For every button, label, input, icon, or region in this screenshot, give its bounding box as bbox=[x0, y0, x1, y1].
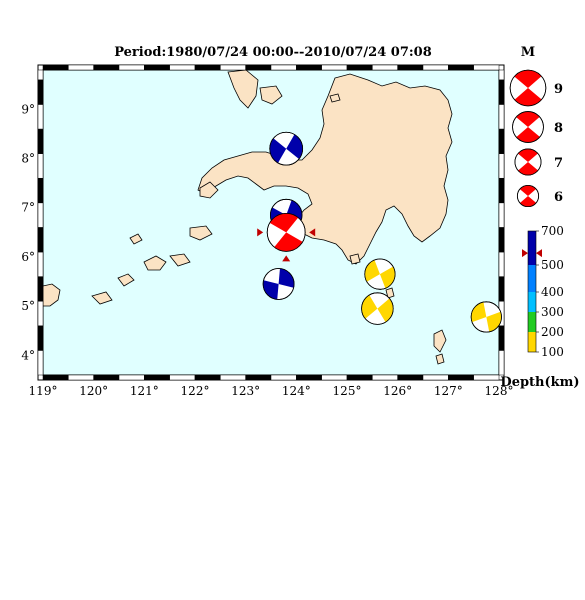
magnitude-legend-symbol bbox=[514, 148, 542, 176]
magnitude-legend-value: 6 bbox=[554, 190, 563, 205]
latitude-tick: 5° bbox=[21, 299, 35, 313]
mainshock-right-marker bbox=[309, 228, 316, 237]
magnitude-legend-label: M bbox=[521, 45, 535, 60]
negros-island bbox=[227, 69, 259, 109]
latitude-tick: 9° bbox=[21, 102, 35, 116]
mainshock-bottom-marker bbox=[282, 255, 291, 262]
focal-mechanism bbox=[364, 258, 396, 290]
focal-mechanism bbox=[361, 292, 394, 325]
longitude-tick: 127° bbox=[434, 384, 463, 398]
longitude-tick: 120° bbox=[79, 384, 108, 398]
sangihe-island bbox=[385, 287, 395, 299]
focal-mechanism bbox=[269, 131, 304, 166]
depth-legend-tick: 100 bbox=[541, 345, 564, 359]
latitude-tick-labels: 4° 5° 6° 7° 8° 9° bbox=[21, 102, 35, 362]
land bbox=[42, 69, 453, 365]
latitude-tick: 8° bbox=[21, 152, 35, 166]
depth-legend-band bbox=[528, 231, 536, 265]
longitude-tick: 124° bbox=[282, 384, 311, 398]
sulu-island-5 bbox=[129, 233, 143, 245]
focal-mechanism bbox=[470, 301, 502, 333]
sulu-island-4 bbox=[91, 291, 113, 305]
sulu-island-2 bbox=[169, 253, 191, 267]
depth-legend-tick: 300 bbox=[541, 305, 564, 319]
depth-legend: 700 500 400 300 200 100 bbox=[522, 224, 564, 359]
basilan-island bbox=[189, 225, 213, 241]
mainshock-markers bbox=[257, 228, 316, 262]
latitude-tick: 7° bbox=[21, 201, 35, 215]
longitude-tick: 123° bbox=[231, 384, 260, 398]
magnitude-legend-value: 9 bbox=[554, 82, 563, 97]
magnitude-legend: 9 8 7 6 bbox=[509, 69, 563, 208]
longitude-tick: 121° bbox=[130, 384, 159, 398]
mindanao-island bbox=[197, 73, 453, 265]
magnitude-legend-symbol bbox=[516, 184, 540, 208]
depth-legend-tick: 200 bbox=[541, 325, 564, 339]
magnitude-legend-symbol bbox=[509, 69, 547, 107]
focal-mechanism bbox=[262, 268, 295, 300]
longitude-tick: 126° bbox=[383, 384, 412, 398]
longitude-tick: 128° bbox=[485, 384, 514, 398]
depth-legend-band bbox=[528, 332, 536, 352]
depth-marker-left bbox=[522, 249, 528, 258]
mainshock-focal-mechanism bbox=[266, 212, 306, 252]
longitude-tick: 119° bbox=[29, 384, 58, 398]
depth-marker-right bbox=[536, 249, 542, 258]
depth-legend-band bbox=[528, 265, 536, 292]
depth-legend-band bbox=[528, 292, 536, 312]
mainshock-left-marker bbox=[257, 228, 264, 237]
depth-legend-tick: 500 bbox=[541, 258, 564, 272]
latitude-tick: 6° bbox=[21, 250, 35, 264]
longitude-tick-labels: 119° 120° 121° 122° 123° 124° 125° 126° 127° 128° bbox=[29, 384, 514, 398]
longitude-tick: 122° bbox=[181, 384, 210, 398]
map-frame bbox=[37, 64, 505, 381]
magnitude-legend-value: 7 bbox=[554, 156, 563, 171]
talaud-island-1 bbox=[433, 329, 447, 353]
sulu-island-1 bbox=[143, 255, 167, 271]
sulu-island-3 bbox=[117, 273, 135, 287]
longitude-tick: 125° bbox=[333, 384, 362, 398]
depth-legend-tick: 400 bbox=[541, 285, 564, 299]
sarangani-island bbox=[349, 253, 361, 265]
talaud-island-2 bbox=[435, 353, 445, 365]
zamboanga-peninsula bbox=[199, 181, 219, 199]
latitude-tick: 4° bbox=[21, 348, 35, 362]
depth-legend-tick: 700 bbox=[541, 224, 564, 238]
magnitude-legend-symbol bbox=[512, 111, 544, 143]
focal-mechanisms bbox=[262, 131, 502, 333]
map-title: Period:1980/07/24 00:00--2010/07/24 07:0… bbox=[114, 45, 432, 60]
depth-legend-label: Depth(km) bbox=[500, 375, 579, 390]
camiguin-island bbox=[329, 93, 341, 103]
bohol-island bbox=[259, 85, 283, 105]
magnitude-legend-value: 8 bbox=[554, 121, 563, 136]
depth-legend-band bbox=[528, 312, 536, 332]
